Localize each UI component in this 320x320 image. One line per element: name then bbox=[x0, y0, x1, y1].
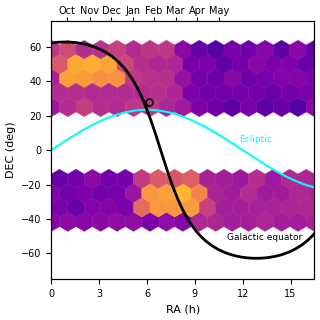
Text: Ecliptic: Ecliptic bbox=[239, 134, 272, 144]
Text: Galactic equator: Galactic equator bbox=[227, 233, 302, 242]
Y-axis label: DEC (deg): DEC (deg) bbox=[5, 122, 16, 179]
X-axis label: RA (h): RA (h) bbox=[166, 304, 200, 315]
